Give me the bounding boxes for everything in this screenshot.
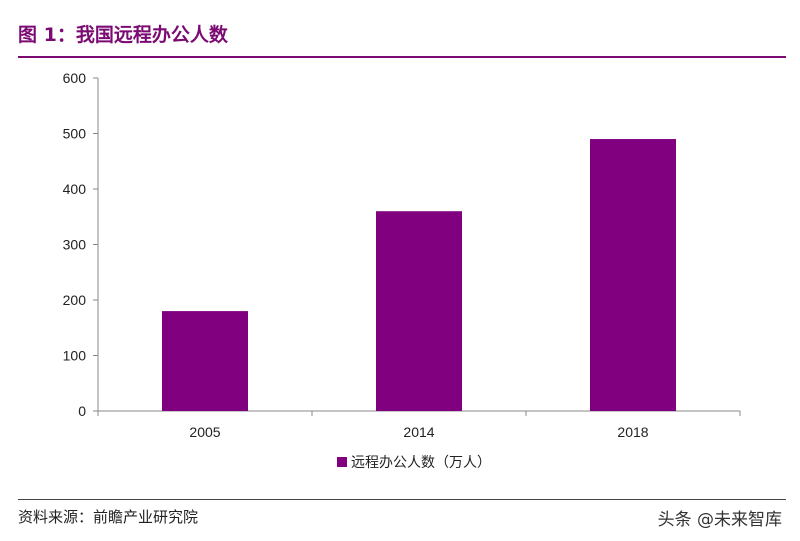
watermark: 头条 @未来智库 bbox=[657, 510, 782, 530]
legend-label: 远程办公人数（万人） bbox=[351, 455, 491, 471]
source-note: 资料来源：前瞻产业研究院 bbox=[18, 508, 199, 526]
y-tick-label: 200 bbox=[63, 292, 87, 308]
y-tick-label: 0 bbox=[78, 403, 86, 419]
figure-title: 图 1：我国远程办公人数 bbox=[18, 24, 228, 46]
legend-swatch bbox=[337, 457, 347, 467]
bar-2005 bbox=[162, 311, 248, 411]
source-divider bbox=[18, 499, 786, 500]
bar-chart: 0 100 200 300 400 500 600 2005 2014 2018 远程办公人数（万人… bbox=[63, 70, 741, 471]
bar-2014 bbox=[376, 211, 462, 411]
x-tick-label: 2018 bbox=[617, 424, 648, 440]
x-tick-label: 2005 bbox=[189, 424, 220, 440]
y-tick-label: 300 bbox=[63, 237, 87, 253]
bar-2018 bbox=[590, 139, 676, 412]
y-tick-label: 500 bbox=[63, 126, 87, 142]
x-tick-label: 2014 bbox=[403, 424, 434, 440]
y-tick-label: 100 bbox=[63, 348, 87, 364]
y-tick-label: 600 bbox=[63, 70, 87, 86]
y-tick-label: 400 bbox=[63, 181, 87, 197]
title-divider bbox=[18, 56, 786, 58]
